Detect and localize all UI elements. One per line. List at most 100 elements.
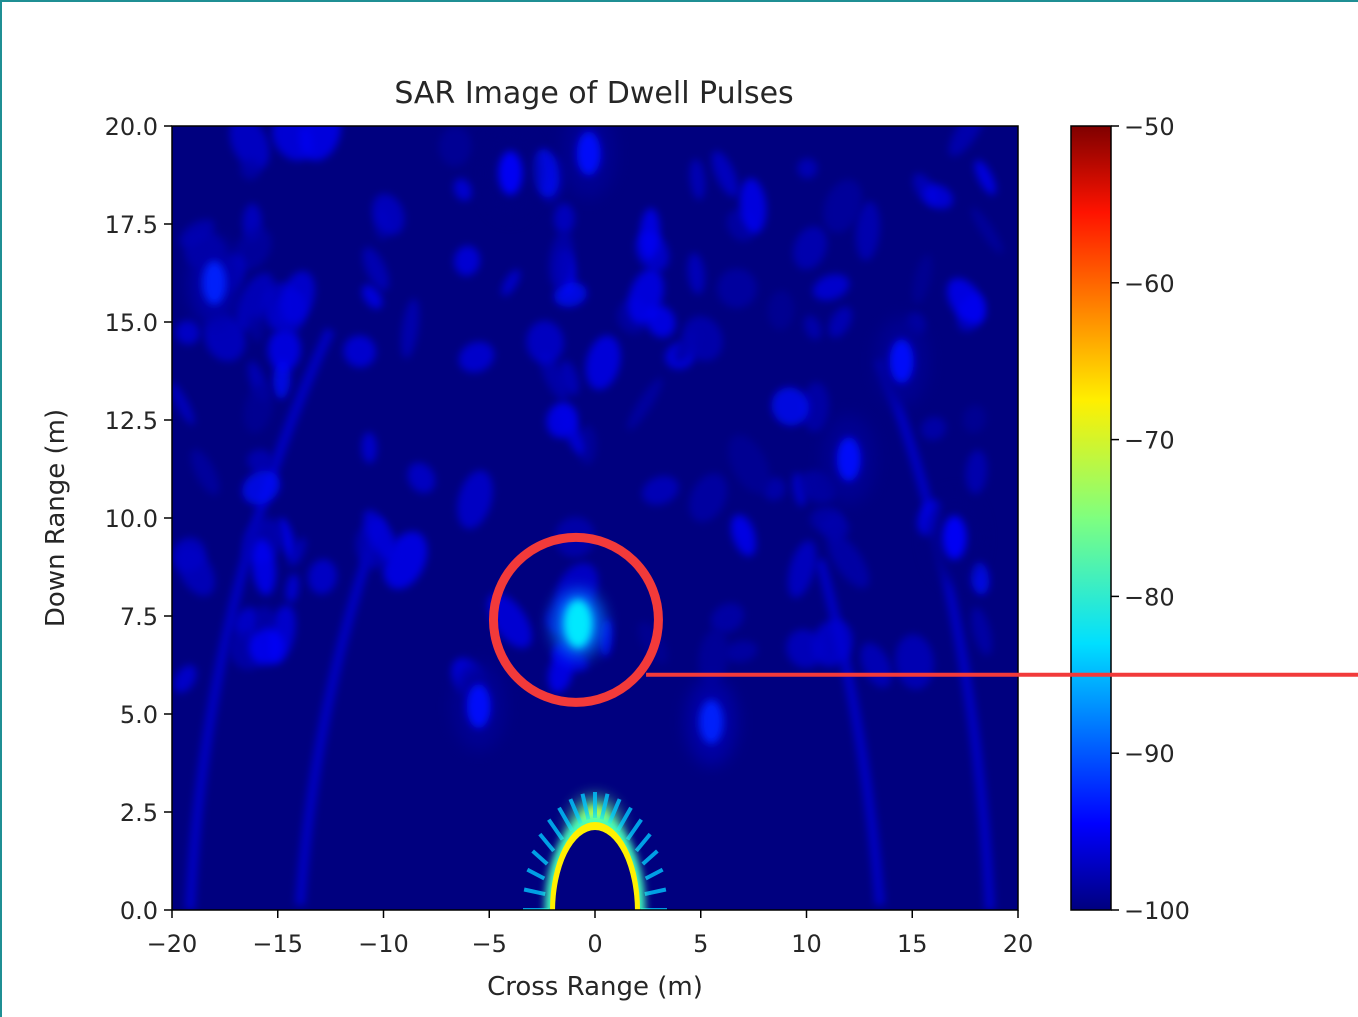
- hotspot: [564, 599, 593, 648]
- spike: [523, 887, 546, 896]
- speckle: [717, 268, 757, 309]
- speckle: [531, 149, 560, 198]
- spike: [607, 798, 622, 825]
- speckle: [343, 335, 376, 368]
- speckle: [438, 126, 472, 167]
- speckle: [828, 306, 853, 338]
- speckle: [730, 514, 756, 557]
- hotspot: [202, 260, 227, 305]
- spike: [625, 818, 643, 841]
- speckle: [267, 327, 301, 372]
- colorbar-tick-label: −90: [1124, 740, 1175, 768]
- clutter-arc: [815, 558, 885, 906]
- speckle: [453, 178, 472, 201]
- speckle: [711, 150, 739, 197]
- x-tick-label: 5: [693, 930, 708, 958]
- speckle: [962, 405, 987, 434]
- speckle: [560, 360, 579, 396]
- chart-title: SAR Image of Dwell Pulses: [394, 76, 793, 111]
- speckle: [553, 282, 587, 307]
- speckle: [585, 335, 621, 390]
- speckle: [823, 179, 863, 233]
- speckle: [172, 382, 195, 425]
- speckle: [243, 383, 274, 434]
- speckle: [278, 517, 296, 561]
- speckle: [286, 573, 299, 603]
- near-field-interior: [555, 830, 635, 910]
- y-tick-label: 0.0: [120, 897, 158, 925]
- speckle: [247, 315, 265, 342]
- speckle: [372, 193, 405, 235]
- speckle: [458, 341, 495, 373]
- speckle: [698, 628, 729, 686]
- speckle: [965, 449, 988, 495]
- speckle: [242, 470, 280, 505]
- spike: [526, 867, 546, 881]
- speckle: [176, 546, 215, 596]
- speckle: [308, 559, 337, 595]
- x-axis-label: Cross Range (m): [487, 972, 703, 1002]
- speckle: [724, 640, 758, 663]
- speckle: [457, 470, 493, 529]
- speckle: [810, 506, 843, 532]
- colorbar-tick-label: −70: [1124, 427, 1175, 455]
- speckle: [407, 462, 436, 494]
- speckle: [558, 406, 584, 456]
- colorbar-border: [1070, 125, 1112, 911]
- spike: [580, 793, 591, 820]
- speckle: [526, 320, 564, 364]
- speckle: [248, 628, 285, 666]
- speckle: [970, 561, 990, 595]
- colorbar-tick-label: −80: [1124, 583, 1175, 611]
- speckle: [280, 271, 315, 324]
- y-tick-label: 17.5: [105, 211, 158, 239]
- speckle: [793, 226, 827, 270]
- speckle: [971, 207, 1003, 254]
- y-tick-label: 12.5: [105, 407, 158, 435]
- spike: [568, 798, 583, 825]
- speckle: [247, 449, 274, 473]
- speckle: [646, 305, 676, 338]
- spike: [616, 806, 633, 832]
- speckle-layer: [172, 126, 1003, 910]
- colorbar-gradient: [1071, 126, 1111, 910]
- speckle: [923, 184, 954, 209]
- x-tick-label: −15: [252, 930, 303, 958]
- x-axis: −20 −15 −10 −5 0 5 10 15 20: [147, 910, 1034, 958]
- speckle: [710, 603, 745, 633]
- speckle: [974, 160, 996, 195]
- hotspot: [836, 437, 861, 482]
- speckle: [804, 315, 822, 340]
- x-tick-label: −10: [358, 930, 409, 958]
- spike: [644, 867, 664, 881]
- colorbar-tick-label: −60: [1124, 270, 1175, 298]
- x-tick-label: −20: [147, 930, 198, 958]
- speckle: [251, 539, 276, 596]
- speckle: [627, 377, 663, 430]
- spike: [557, 806, 574, 832]
- spike: [634, 832, 652, 853]
- x-tick-label: 20: [1003, 930, 1034, 958]
- speckle: [175, 320, 200, 345]
- speckle: [739, 178, 767, 234]
- speckle: [240, 158, 261, 180]
- clutter-arc: [875, 358, 995, 910]
- x-tick-label: 10: [791, 930, 822, 958]
- y-tick-label: 5.0: [120, 701, 158, 729]
- spike: [547, 818, 565, 841]
- y-tick-label: 10.0: [105, 505, 158, 533]
- speckle: [173, 664, 197, 693]
- y-tick-label: 15.0: [105, 309, 158, 337]
- speckle: [812, 274, 850, 301]
- speckle: [827, 533, 870, 589]
- speckle: [912, 254, 933, 304]
- speckle: [921, 416, 947, 441]
- speckle: [361, 432, 377, 464]
- speckle: [971, 607, 992, 656]
- y-tick-label: 7.5: [120, 603, 158, 631]
- plot-area: [171, 125, 1019, 911]
- speckle: [946, 278, 986, 324]
- annotation: [488, 532, 1358, 707]
- speckle: [190, 449, 220, 495]
